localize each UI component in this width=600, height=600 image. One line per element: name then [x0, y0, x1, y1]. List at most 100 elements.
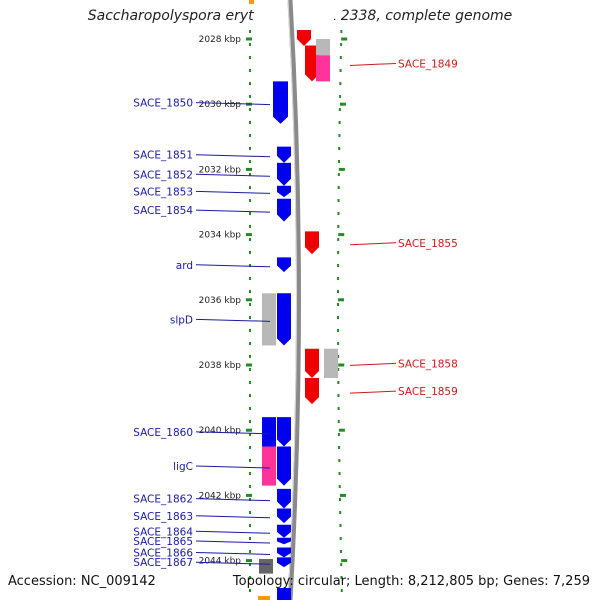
- minor-tick-left: [249, 355, 251, 358]
- minor-tick-left: [249, 134, 251, 137]
- minor-tick-right: [337, 212, 340, 215]
- outer-block: [316, 39, 330, 56]
- minor-tick-left: [249, 56, 251, 59]
- minor-tick-left: [249, 69, 251, 72]
- minor-tick-left: [249, 121, 251, 124]
- minor-tick-left: [249, 160, 251, 163]
- minor-tick-right: [340, 576, 343, 579]
- minor-tick-left: [249, 82, 251, 85]
- tick-label: 2034 kbp: [199, 231, 242, 241]
- tick-track-right: [337, 30, 348, 592]
- tick-label: 2028 kbp: [199, 35, 242, 45]
- tick-label: 2030 kbp: [199, 100, 242, 110]
- minor-tick-left: [249, 511, 251, 514]
- tick-label: 2044 kbp: [199, 557, 242, 567]
- inner-block: [262, 293, 276, 346]
- gene-leader-line: [195, 102, 271, 106]
- gene-leader-line: [195, 318, 271, 322]
- minor-tick-right: [337, 433, 340, 436]
- gene-leader-line: [195, 154, 271, 158]
- gene-SACE_1867: [277, 557, 291, 568]
- major-tick-right: [339, 493, 346, 497]
- gene-label: SACE_1853: [133, 186, 193, 198]
- minor-tick-right: [337, 355, 340, 358]
- minor-tick-right: [339, 69, 342, 72]
- minor-tick-right: [337, 303, 340, 306]
- gene-leader-line: [195, 551, 271, 555]
- minor-tick-left: [249, 537, 251, 540]
- major-tick-left: [246, 298, 252, 302]
- minor-tick-right: [337, 264, 340, 267]
- gene-leader-line: [195, 264, 271, 268]
- gene-SACE_1859: [305, 378, 319, 405]
- minor-tick-left: [249, 381, 251, 384]
- minor-tick-left: [249, 368, 251, 371]
- gene-ligC: [277, 446, 291, 486]
- gene-label: SACE_1862: [133, 494, 193, 506]
- minor-tick-left: [249, 563, 251, 566]
- gene-SACE_1865: [277, 537, 291, 545]
- minor-tick-right: [337, 407, 340, 410]
- tick-label: 2036 kbp: [199, 296, 242, 306]
- feature-layer: [258, 30, 338, 600]
- minor-tick-left: [249, 225, 251, 228]
- tick-label: 2032 kbp: [199, 165, 242, 175]
- major-tick-left: [246, 167, 252, 171]
- minor-tick-right: [339, 95, 342, 98]
- major-tick-left: [246, 363, 252, 367]
- minor-tick-left: [249, 212, 251, 215]
- minor-tick-right: [338, 108, 341, 111]
- minor-tick-left: [249, 420, 251, 423]
- genome-backbone-highlight: [287, 0, 297, 600]
- label-layer: SACE_1850 SACE_1851 SACE_1852 SACE_1853 SACE…: [133, 58, 458, 569]
- minor-tick-left: [249, 433, 251, 436]
- major-tick-left: [246, 37, 252, 41]
- minor-tick-left: [249, 446, 251, 449]
- minor-tick-right: [337, 316, 340, 319]
- gene-leader-line: [195, 465, 271, 469]
- gene-leader-line: [195, 209, 271, 213]
- genome-backbone: [287, 0, 301, 600]
- minor-tick-right: [337, 394, 340, 397]
- minor-tick-right: [339, 524, 342, 527]
- gene-SACE_1862: [277, 488, 291, 509]
- minor-tick-left: [249, 472, 251, 475]
- gene-label: SACE_1866: [133, 547, 193, 559]
- minor-tick-left: [249, 290, 251, 293]
- gene-label: SACE_1854: [133, 205, 193, 217]
- minor-tick-left: [249, 43, 251, 46]
- minor-tick-left: [249, 485, 251, 488]
- gene-SACE_1853: [277, 185, 291, 198]
- gene-label: SACE_1858: [398, 358, 458, 370]
- gene-ard: [277, 257, 291, 273]
- gene-leader-line: [349, 62, 397, 66]
- gene-leader-line: [195, 540, 271, 544]
- segment-bottom-orange: [258, 596, 270, 600]
- minor-tick-right: [338, 446, 341, 449]
- minor-tick-right: [337, 329, 340, 332]
- outer-block: [324, 348, 338, 379]
- minor-tick-right: [340, 563, 343, 566]
- minor-tick-right: [337, 225, 340, 228]
- minor-tick-right: [339, 550, 342, 553]
- gene-leader-line: [195, 190, 271, 194]
- major-tick-right: [339, 102, 346, 106]
- major-tick-right: [338, 428, 345, 432]
- minor-tick-left: [249, 199, 251, 202]
- gene-leader-line: [195, 515, 271, 519]
- minor-tick-left: [249, 251, 251, 254]
- minor-tick-right: [339, 56, 342, 59]
- gene-SACE_1850: [273, 81, 288, 124]
- tick-track-left: 2028 kbp 2030 kbp 2032 kbp 2034 kbp 2036 kbp…: [199, 30, 252, 592]
- minor-tick-left: [249, 303, 251, 306]
- gene-SACE_1854: [277, 198, 291, 222]
- minor-tick-left: [249, 589, 251, 592]
- gene-SACE_1866: [277, 547, 291, 558]
- gene-label: slpD: [170, 314, 193, 326]
- minor-tick-left: [249, 550, 251, 553]
- gene-label: SACE_1864: [133, 526, 193, 538]
- minor-tick-left: [249, 316, 251, 319]
- minor-tick-right: [337, 290, 340, 293]
- minor-tick-right: [338, 147, 341, 150]
- minor-tick-right: [337, 277, 340, 280]
